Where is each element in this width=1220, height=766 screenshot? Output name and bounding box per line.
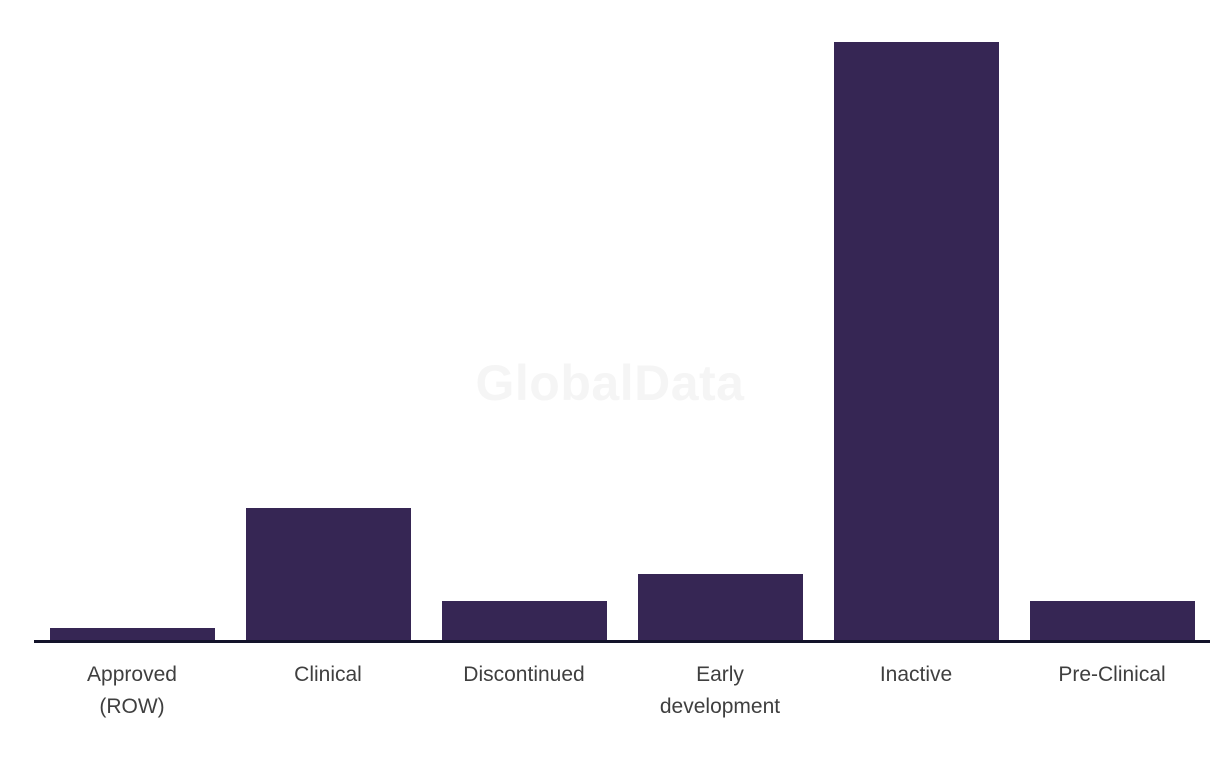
category-label-clinical: Clinical [294, 663, 362, 686]
bar-column-clinical [230, 42, 426, 641]
category-label-inactive: Inactive [879, 663, 953, 686]
bar-column-early-development [622, 42, 818, 641]
category-label-pre-clinical: Pre-Clinical [1058, 663, 1166, 686]
bar-early-development [637, 574, 803, 641]
x-axis-line [34, 640, 1210, 643]
category-label-early-development: Early development [659, 663, 781, 718]
bar-approved-row [49, 628, 215, 641]
category-label-approved-row: Approved (ROW) [87, 663, 177, 718]
category-label-discontinued: Discontinued [463, 663, 585, 686]
plot-area [34, 42, 1210, 641]
bar-clinical [245, 508, 411, 641]
category-labels: Approved (ROW) Clinical Discontinued Early de… [34, 659, 1210, 723]
bar-column-inactive [818, 42, 1014, 641]
bar-column-approved-row [34, 42, 230, 641]
bar-column-discontinued [426, 42, 622, 641]
bar-inactive [833, 42, 999, 641]
bar-discontinued [441, 601, 607, 641]
bar-column-pre-clinical [1014, 42, 1210, 641]
bar-pre-clinical [1029, 601, 1195, 641]
